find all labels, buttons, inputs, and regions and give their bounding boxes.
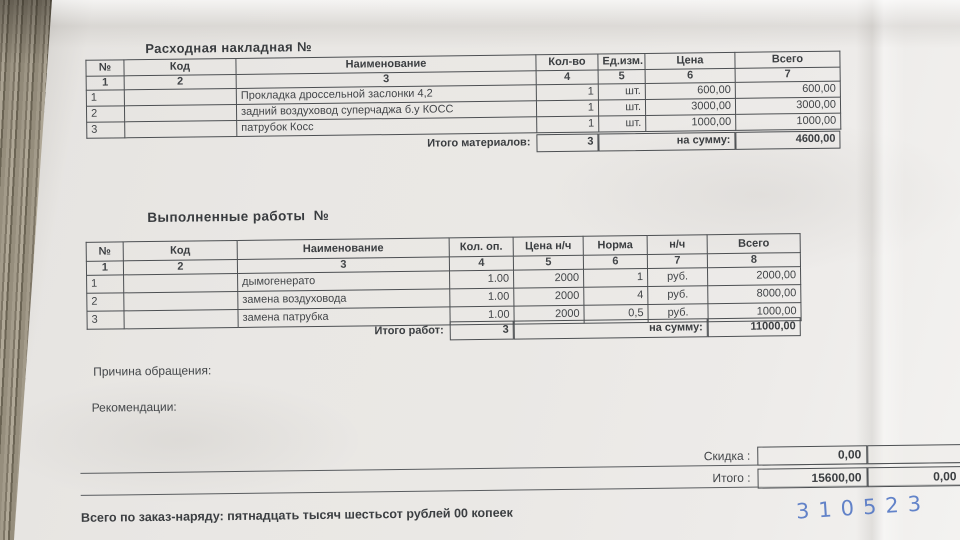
- cell-unit: руб.: [647, 267, 708, 287]
- col-header: Цена н/ч: [513, 236, 584, 257]
- cell-price: 1000,00: [645, 114, 736, 132]
- materials-totals-amount: 4600,00: [735, 130, 841, 150]
- cell-total: 3000,00: [735, 97, 841, 115]
- materials-title: Расходная накладная №: [145, 39, 313, 57]
- total-label: Итого :: [712, 470, 751, 486]
- total-extra: 0,00: [867, 466, 960, 488]
- cell-code: [123, 291, 238, 311]
- materials-totals-qty: 3: [536, 133, 599, 153]
- col-header: Наименование: [237, 237, 450, 260]
- cell-num: 2: [86, 292, 124, 312]
- materials-totals-sum-label: на сумму:: [598, 131, 736, 152]
- cell-num: 1: [86, 274, 124, 294]
- reason-label: Причина обращения:: [93, 363, 212, 379]
- col-header: Цена: [644, 52, 736, 70]
- col-number: 4: [449, 256, 514, 271]
- cell-unit: шт.: [598, 83, 646, 101]
- col-number: 7: [735, 67, 841, 83]
- cell-total: 2000,00: [707, 266, 801, 286]
- col-number: 2: [124, 74, 237, 90]
- col-header: №: [85, 59, 125, 77]
- col-number: 6: [583, 254, 648, 270]
- cell-total: 8000,00: [707, 284, 801, 304]
- cell-qty: 1: [536, 84, 599, 101]
- discount-extra: [867, 444, 960, 465]
- cell-qty: 1: [536, 100, 599, 117]
- cell-code: [124, 88, 237, 106]
- cell-qty: 1.00: [449, 270, 514, 289]
- col-header: №: [86, 241, 124, 262]
- col-header: Кол-во: [535, 54, 599, 71]
- col-number: 4: [536, 70, 599, 85]
- cell-num: 3: [86, 121, 125, 139]
- discount-label: Скидка :: [703, 448, 751, 464]
- col-header: Код: [123, 240, 238, 261]
- handwritten-number: 310523: [795, 491, 931, 524]
- recommendations-label: Рекомендации:: [91, 399, 177, 415]
- total-row: Итого : 15600,00 0,00: [602, 466, 960, 490]
- cell-price: 600,00: [645, 82, 736, 100]
- cell-unit: шт.: [598, 99, 646, 117]
- cell-num: 2: [86, 105, 125, 123]
- works-totals-qty: 3: [449, 320, 514, 341]
- col-number: 8: [707, 252, 801, 268]
- cell-code: [124, 120, 237, 138]
- col-header: Всего: [707, 233, 801, 254]
- cell-norm: 4: [583, 286, 648, 306]
- works-totals-sum-label: на сумму:: [513, 318, 708, 340]
- works-table: № Код Наименование Кол. оп. Цена н/ч Нор…: [86, 233, 802, 330]
- works-totals-amount: 11000,00: [707, 317, 801, 338]
- cell-name: патрубок Косс: [236, 116, 537, 137]
- works-totals-label: Итого работ:: [374, 324, 444, 338]
- cell-total: 600,00: [735, 81, 841, 99]
- cell-num: 1: [86, 89, 125, 107]
- materials-table: № Код Наименование Кол-во Ед.изм. Цена В…: [85, 51, 841, 139]
- total-value: 15600,00: [757, 467, 868, 489]
- col-header: Код: [123, 58, 237, 76]
- cell-total: 1000,00: [735, 113, 841, 131]
- cell-qty: 1.00: [449, 288, 514, 307]
- cell-unit: шт.: [598, 115, 646, 133]
- col-number: 5: [513, 255, 584, 271]
- cell-price: 2000: [513, 287, 584, 307]
- cell-qty: 1: [536, 116, 599, 133]
- col-number: 1: [86, 75, 125, 91]
- discount-row: Скидка : 0,00: [602, 444, 960, 467]
- col-header: Всего: [734, 51, 841, 69]
- col-header: Ед.изм.: [597, 53, 646, 71]
- cell-norm: 1: [583, 268, 648, 288]
- discount-value: 0,00: [757, 445, 868, 466]
- cell-unit: руб.: [647, 285, 708, 305]
- col-number: 7: [647, 253, 708, 269]
- col-header: н/ч: [647, 234, 708, 255]
- cell-price: 2000: [513, 269, 584, 289]
- col-header: Кол. оп.: [449, 237, 514, 257]
- col-header: Норма: [583, 235, 648, 256]
- col-number: 2: [123, 259, 238, 275]
- cell-code: [123, 273, 238, 293]
- grand-total-text: Всего по заказ-наряду: пятнадцать тысяч …: [80, 505, 513, 525]
- col-number: 6: [645, 68, 736, 84]
- cell-code: [124, 104, 237, 122]
- works-title: Выполненные работы №: [147, 207, 330, 226]
- cell-price: 3000,00: [645, 98, 736, 116]
- col-number: 1: [86, 260, 124, 276]
- col-number: 5: [598, 69, 646, 85]
